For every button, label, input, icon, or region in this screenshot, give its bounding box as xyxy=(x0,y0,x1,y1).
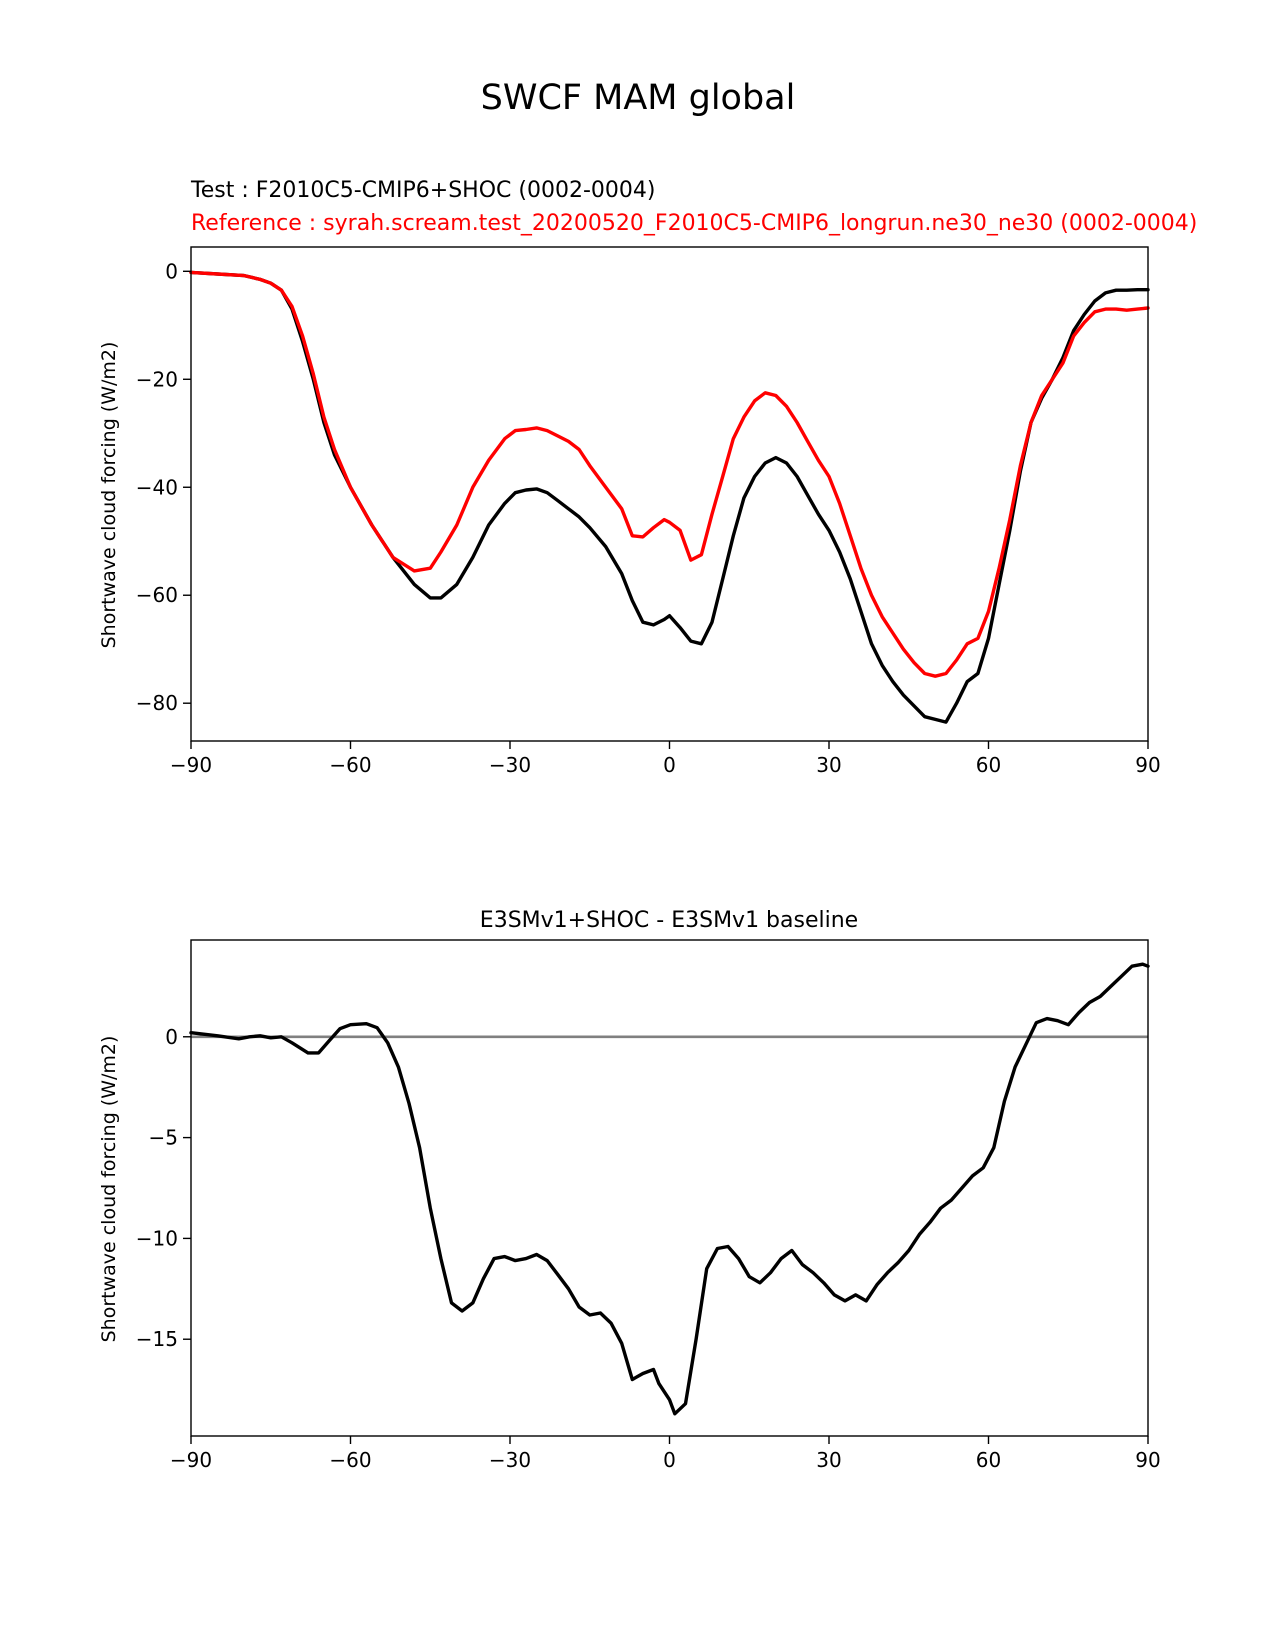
top-y-tick-label: −20 xyxy=(136,367,178,391)
bottom-y-tick-label: −15 xyxy=(136,1327,178,1351)
bottom-x-tick-label: 30 xyxy=(816,1448,841,1472)
top-x-tick-label: 60 xyxy=(976,753,1001,777)
top-x-tick-label: 0 xyxy=(663,753,676,777)
top-x-tick-label: −30 xyxy=(489,753,531,777)
top-series-line-reference xyxy=(189,270,1150,678)
top-x-tick-label: −60 xyxy=(329,753,371,777)
bottom-y-tick-label: −5 xyxy=(149,1126,178,1150)
top-x-tick-label: −90 xyxy=(170,753,212,777)
top-y-tick-label: −40 xyxy=(136,475,178,499)
bottom-x-tick-label: 90 xyxy=(1135,1448,1160,1472)
top-x-tick-label: 90 xyxy=(1135,753,1160,777)
bottom-x-tick-label: −30 xyxy=(489,1448,531,1472)
bottom-x-tick-label: 60 xyxy=(976,1448,1001,1472)
top-y-tick-label: −60 xyxy=(136,583,178,607)
bottom-ylabel: Shortwave cloud forcing (W/m2) xyxy=(98,1036,120,1343)
bottom-series-line-difference xyxy=(189,962,1150,1416)
bottom-y-tick-label: 0 xyxy=(165,1025,178,1049)
bottom-x-tick-label: −90 xyxy=(170,1448,212,1472)
bottom-x-tick-label: 0 xyxy=(663,1448,676,1472)
top-ylabel: Shortwave cloud forcing (W/m2) xyxy=(98,342,120,649)
top-panel: Test : F2010C5-CMIP6+SHOC (0002-0004) Re… xyxy=(98,178,1197,777)
top-y-tick-label: 0 xyxy=(165,259,178,283)
figure-suptitle: SWCF MAM global xyxy=(481,78,796,118)
reference-title: Reference : syrah.scream.test_20200520_F… xyxy=(191,211,1197,236)
top-x-tick-label: 30 xyxy=(816,753,841,777)
top-y-tick-label: −80 xyxy=(136,691,178,715)
bottom-title: E3SMv1+SHOC - E3SMv1 baseline xyxy=(480,908,858,933)
bottom-y-tick-label: −10 xyxy=(136,1226,178,1250)
top-series-line-test xyxy=(189,270,1150,724)
bottom-x-tick-label: −60 xyxy=(329,1448,371,1472)
test-title: Test : F2010C5-CMIP6+SHOC (0002-0004) xyxy=(190,178,655,203)
bottom-panel: E3SMv1+SHOC - E3SMv1 baseline Shortwave … xyxy=(98,908,1161,1472)
